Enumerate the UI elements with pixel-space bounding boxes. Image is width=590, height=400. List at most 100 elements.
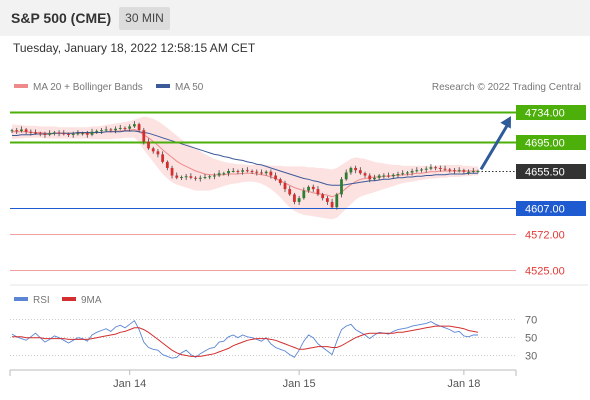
candle-up xyxy=(208,176,212,178)
rsi-ma-legend-swatch xyxy=(62,297,76,301)
candle-down xyxy=(255,171,259,173)
candle-up xyxy=(128,126,132,129)
candle-up xyxy=(217,173,221,176)
candle-down xyxy=(325,198,329,202)
candle-up xyxy=(104,129,108,131)
candle-up xyxy=(76,133,80,135)
candle-down xyxy=(137,124,141,131)
rsi-tick-label: 30 xyxy=(525,351,537,363)
candle-up xyxy=(71,133,75,135)
candle-up xyxy=(10,130,14,132)
projection-arrow-shaft xyxy=(479,123,510,171)
rsi-ma-line xyxy=(12,325,479,357)
price-levels: 4734.00 4695.00 4655.50 4607.00 4572.00 4525.… xyxy=(10,105,586,278)
resistance-label: 4695.00 xyxy=(525,138,565,150)
current-price-tag xyxy=(516,164,586,179)
ma50-legend-swatch xyxy=(156,84,170,88)
candle-up xyxy=(302,190,306,199)
candle-up xyxy=(340,179,343,195)
candle-up xyxy=(410,170,414,173)
candle-down xyxy=(151,148,155,152)
candle-down xyxy=(453,170,456,172)
candle-up xyxy=(52,132,56,134)
resistance-tag xyxy=(516,105,586,120)
candle-up xyxy=(203,177,207,179)
candle-down xyxy=(363,173,367,176)
candles xyxy=(10,121,480,210)
candle-up xyxy=(424,168,428,170)
support-label: 4525.00 xyxy=(525,266,565,278)
bollinger-bands xyxy=(12,116,478,220)
candle-down xyxy=(67,133,70,135)
candle-up xyxy=(391,174,395,177)
candle-down xyxy=(283,183,287,190)
candle-up xyxy=(457,170,461,172)
rsi-tick-label: 50 xyxy=(525,333,537,345)
projection-arrow-head xyxy=(500,116,511,129)
candle-up xyxy=(382,175,386,177)
candle-up xyxy=(264,171,268,174)
candle-up xyxy=(297,198,301,202)
candle-up xyxy=(198,177,202,179)
x-axis-ticks: Jan 14 Jan 15 Jan 18 xyxy=(113,370,480,390)
candle-down xyxy=(123,127,127,129)
candle-down xyxy=(142,130,146,142)
rsi-tick-label: 70 xyxy=(525,315,537,327)
candle-down xyxy=(321,194,325,199)
candle-down xyxy=(434,167,438,169)
candle-down xyxy=(269,171,273,176)
candle-down xyxy=(443,168,447,170)
current-price-label: 4655.50 xyxy=(525,167,565,179)
candle-up xyxy=(95,130,99,132)
candle-down xyxy=(175,175,179,178)
header-bar: S&P 500 (CME) 30 MIN xyxy=(0,0,590,36)
candle-down xyxy=(274,175,277,180)
candle-down xyxy=(170,167,174,176)
candle-down xyxy=(245,170,249,172)
support-label: 4572.00 xyxy=(525,230,565,242)
candle-up xyxy=(222,173,226,175)
candle-down xyxy=(29,131,33,133)
candle-down xyxy=(161,154,165,162)
moving-averages xyxy=(12,128,478,198)
candle-up xyxy=(401,173,405,175)
ma50-legend-label: MA 50 xyxy=(175,82,204,93)
candle-down xyxy=(194,177,197,179)
candle-up xyxy=(476,170,480,172)
candle-down xyxy=(250,170,254,172)
candle-up xyxy=(373,177,376,180)
resistance-tag xyxy=(516,135,586,150)
bollinger-band-area xyxy=(12,116,478,220)
candle-up xyxy=(114,128,117,131)
candle-down xyxy=(43,133,47,135)
pivot-tag xyxy=(516,201,586,216)
rsi-legend-label: RSI xyxy=(33,295,50,306)
candle-up xyxy=(420,169,423,171)
candle-down xyxy=(438,167,442,169)
ma20-line xyxy=(12,128,478,198)
candle-down xyxy=(236,170,240,172)
candle-down xyxy=(147,141,150,149)
candle-up xyxy=(307,186,310,191)
candle-down xyxy=(330,201,334,208)
candle-down xyxy=(165,161,169,168)
candle-up xyxy=(467,171,470,173)
candle-up xyxy=(227,170,230,174)
candle-up xyxy=(429,167,433,169)
timeframe-badge[interactable]: 30 MIN xyxy=(119,7,170,30)
ma20-legend-label: MA 20 + Bollinger Bands xyxy=(33,82,143,93)
candle-down xyxy=(448,169,452,171)
rsi-panel: 70 50 30 xyxy=(10,315,537,363)
candle-up xyxy=(118,127,122,129)
chart-timestamp: Tuesday, January 18, 2022 12:58:15 AM CE… xyxy=(13,41,256,55)
candle-up xyxy=(335,194,339,208)
rsi-ma-legend-label: 9MA xyxy=(81,295,102,306)
instrument-title: S&P 500 (CME) xyxy=(11,10,112,26)
candle-down xyxy=(311,186,315,190)
candle-up xyxy=(213,175,216,177)
candle-up xyxy=(405,172,409,174)
candle-up xyxy=(349,167,353,173)
candle-down xyxy=(387,175,390,177)
candle-down xyxy=(109,129,113,131)
rsi-line xyxy=(11,320,478,359)
